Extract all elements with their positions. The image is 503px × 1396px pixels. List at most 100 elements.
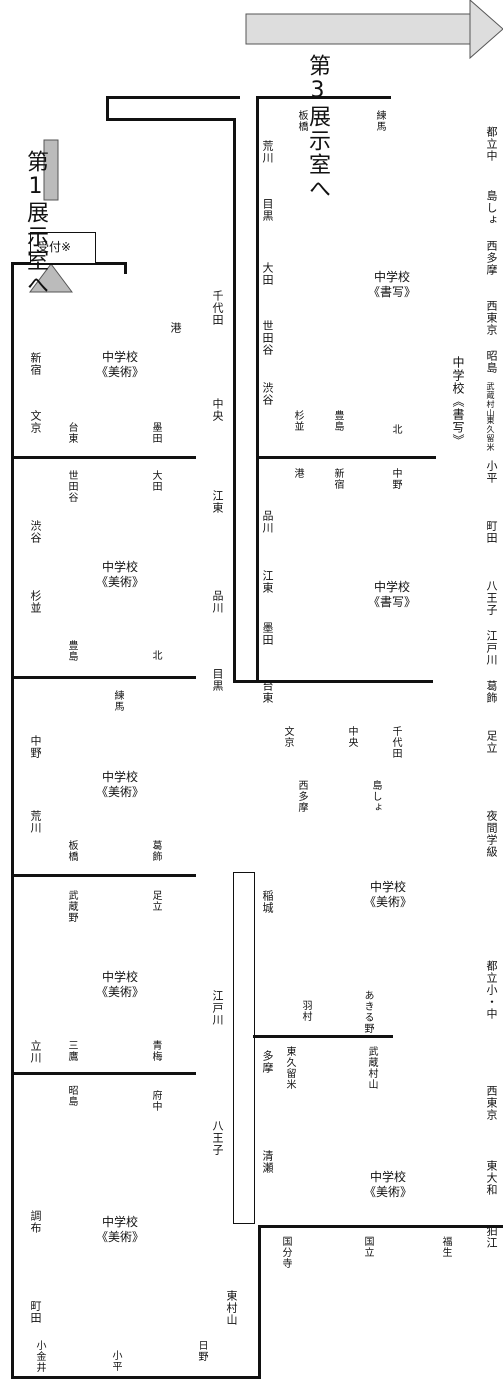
art-akiruno: あきる野 <box>362 990 373 1034</box>
right-katsushika: 葛飾 <box>485 680 498 704</box>
right-toritsu-chu: 都立中 <box>485 126 498 162</box>
calli-top-wall <box>256 96 391 99</box>
right-nishitokyo: 西東京 <box>485 300 498 336</box>
arrow-exhibit-3-icon <box>245 0 503 60</box>
right-toritsu-shochu: 都立小・中 <box>485 960 498 1020</box>
spine-wall <box>233 118 236 682</box>
calli-kita: 北 <box>390 424 401 435</box>
calli-meguro: 目黒 <box>261 198 274 222</box>
right-shimasho: 島しょ <box>485 190 498 226</box>
bottom-wall <box>11 1376 259 1379</box>
right-musashimurayama: 武蔵村山 <box>486 382 495 418</box>
calli-arakawa: 荒川 <box>261 140 274 164</box>
label-musashino: 武蔵野 <box>66 890 77 923</box>
reception-box: 受付※ <box>30 232 96 264</box>
divider-2 <box>11 676 196 679</box>
art-tama: 多摩 <box>261 1050 274 1074</box>
section-art-3: 中学校 《美術》 <box>96 770 145 799</box>
label-minato: 港 <box>169 322 182 334</box>
right-akishima: 昭島 <box>485 350 498 374</box>
calli-chuo: 中央 <box>346 726 357 748</box>
calli-shibuya: 渋谷 <box>261 382 274 406</box>
label-tachikawa: 立川 <box>29 1040 42 1064</box>
label-fuchu: 府中 <box>150 1090 161 1112</box>
calli-ota: 大田 <box>261 262 274 286</box>
island-partition <box>233 872 255 1224</box>
label-katsushika: 葛飾 <box>150 840 161 862</box>
right-hachioji: 八王子 <box>485 580 498 616</box>
right-komae: 狛江 <box>485 1225 498 1249</box>
label-shibuya: 渋谷 <box>29 520 42 544</box>
label-chofu: 調布 <box>29 1210 42 1234</box>
right-adachi: 足立 <box>485 730 498 754</box>
art-edogawa: 江戸川 <box>211 990 224 1026</box>
label-suginami: 杉並 <box>29 590 42 614</box>
calli-shinjuku: 新宿 <box>332 468 343 490</box>
spine-koto: 江東 <box>211 490 224 514</box>
calli-setagaya: 世田谷 <box>261 320 274 356</box>
label-nerima: 練馬 <box>112 690 123 712</box>
art-musashimurayama: 武蔵村山 <box>366 1046 377 1090</box>
calli-left-wall <box>256 96 259 680</box>
label-higashimurayama: 東村山 <box>225 1290 238 1326</box>
bottom-right-ledge <box>258 1225 503 1228</box>
art-inagi: 稲城 <box>261 890 274 914</box>
arrow-exhibit-1-icon <box>29 139 73 293</box>
calli-sumida: 墨田 <box>261 622 274 646</box>
left-wall <box>11 262 14 1378</box>
bottom-right-wall <box>258 1225 261 1379</box>
section-art-1: 中学校 《美術》 <box>96 350 145 379</box>
exhibit-3-direction: 第3展示室へ <box>305 54 330 201</box>
spine-meguro: 目黒 <box>211 668 224 692</box>
calli-suginami: 杉並 <box>292 410 303 432</box>
label-toshima: 豊島 <box>66 640 77 662</box>
label-mitaka: 三鷹 <box>66 1040 77 1062</box>
calli-nakano: 中野 <box>390 468 401 490</box>
section-art-center: 中学校 《美術》 <box>364 880 413 909</box>
label-nakano: 中野 <box>29 735 42 759</box>
label-bunkyo: 文京 <box>29 410 42 434</box>
art-higashikurume: 東久留米 <box>284 1046 295 1090</box>
divider-1 <box>11 456 196 459</box>
label-akishima: 昭島 <box>66 1085 77 1107</box>
spine-chuo: 中央 <box>211 398 224 422</box>
section-art-2: 中学校 《美術》 <box>96 560 145 589</box>
spine-bottom <box>233 680 433 683</box>
calli-shinagawa: 品川 <box>261 510 274 534</box>
label-hino: 日野 <box>196 1340 207 1362</box>
label-adachi: 足立 <box>150 890 161 912</box>
section-art-5: 中学校 《美術》 <box>96 1215 145 1244</box>
calli-itabashi: 板橋 <box>296 110 307 132</box>
divider-0b <box>124 262 127 274</box>
spine-top <box>106 118 236 121</box>
right-nishitokyo-2: 西東京 <box>485 1085 498 1121</box>
art-hamura: 羽村 <box>300 1000 311 1022</box>
calli-nerima: 練馬 <box>374 110 385 132</box>
label-kita: 北 <box>150 650 161 661</box>
art-kunitachi: 国立 <box>362 1236 373 1258</box>
divider-4 <box>11 1072 196 1075</box>
spine-chiyoda: 千代田 <box>211 290 224 326</box>
label-itabashi: 板橋 <box>66 840 77 862</box>
right-yakan: 夜間学級 <box>485 810 498 858</box>
label-shinjuku: 新宿 <box>29 352 42 376</box>
right-higashikurume: 東久留米 <box>486 416 495 452</box>
calli-koto: 江東 <box>261 570 274 594</box>
label-ota: 大田 <box>150 470 161 492</box>
exhibit-1-direction: 第1展示室へ <box>23 150 48 297</box>
section-calligraphy-2: 中学校 《書写》 <box>368 580 417 609</box>
spine-shinagawa: 品川 <box>211 590 224 614</box>
section-calligraphy-1: 中学校 《書写》 <box>368 270 417 299</box>
section-art-center-2: 中学校 《美術》 <box>364 1170 413 1199</box>
right-machida: 町田 <box>485 520 498 544</box>
right-nishitama: 西多摩 <box>485 240 498 276</box>
right-kodaira: 小平 <box>485 460 498 484</box>
section-art-4: 中学校 《美術》 <box>96 970 145 999</box>
right-edogawa: 江戸川 <box>485 630 498 666</box>
calli-shimasho: 島しょ <box>370 780 381 813</box>
label-koganei: 小金井 <box>34 1340 45 1373</box>
label-arakawa: 荒川 <box>29 810 42 834</box>
label-setagaya: 世田谷 <box>66 470 77 503</box>
reception-label: 受付※ <box>37 240 72 254</box>
